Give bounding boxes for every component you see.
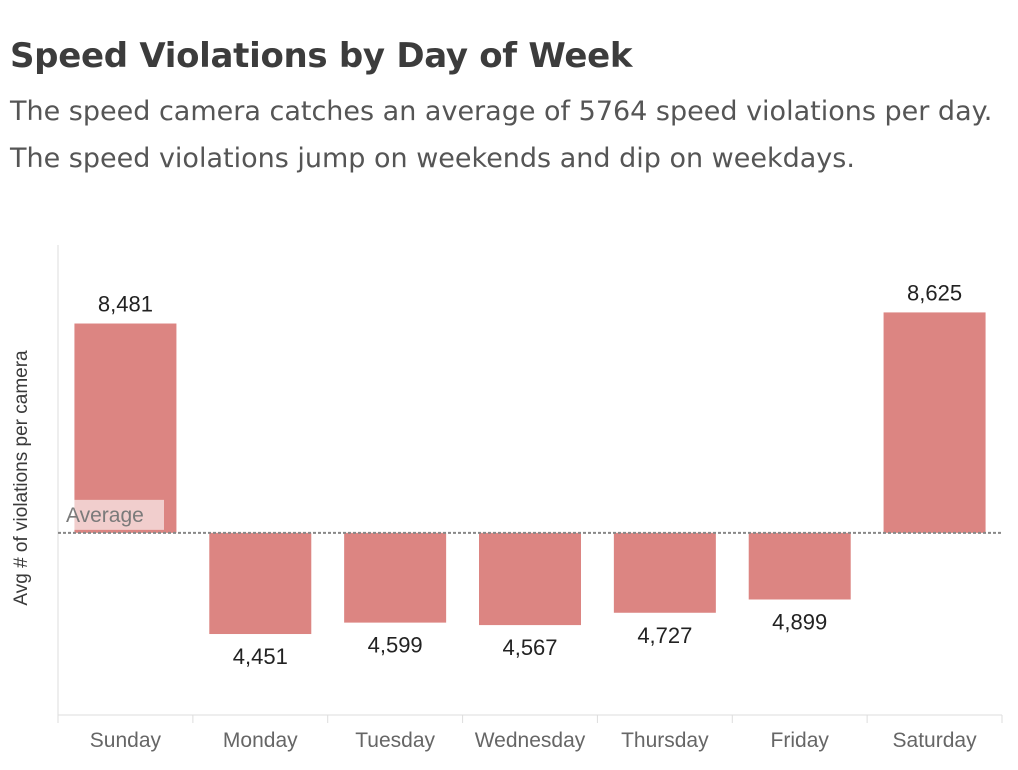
x-tick-label: Wednesday <box>475 729 586 752</box>
bar-value-label: 4,451 <box>233 644 288 669</box>
bar-saturday <box>883 312 986 533</box>
x-tick-label: Saturday <box>893 729 978 752</box>
x-tick-label: Sunday <box>90 729 162 752</box>
average-reference-label: Average <box>66 504 144 527</box>
bar-sunday <box>74 323 177 533</box>
bar-thursday <box>613 532 716 613</box>
average-label-background <box>62 499 164 530</box>
chart-title: Speed Violations by Day of Week <box>10 36 633 76</box>
bar-value-label: 8,481 <box>98 292 153 317</box>
x-tick-label: Thursday <box>621 729 709 752</box>
bar-tuesday <box>344 532 447 623</box>
x-tick-label: Monday <box>223 729 298 752</box>
x-tick-label: Tuesday <box>355 729 435 752</box>
bar-value-label: 4,599 <box>368 633 423 658</box>
x-tick-label: Friday <box>771 729 830 752</box>
bar-monday <box>209 532 312 635</box>
bar-friday <box>748 532 851 600</box>
bar-value-label: 4,567 <box>502 635 557 660</box>
y-axis-label: Avg # of violations per camera <box>11 350 32 606</box>
bar-value-label: 8,625 <box>907 280 962 305</box>
bar-wednesday <box>479 532 581 626</box>
bar-value-label: 4,727 <box>637 623 692 648</box>
chart-subtitle: The speed camera catches an average of 5… <box>10 96 993 174</box>
bar-value-label: 4,899 <box>772 610 827 635</box>
